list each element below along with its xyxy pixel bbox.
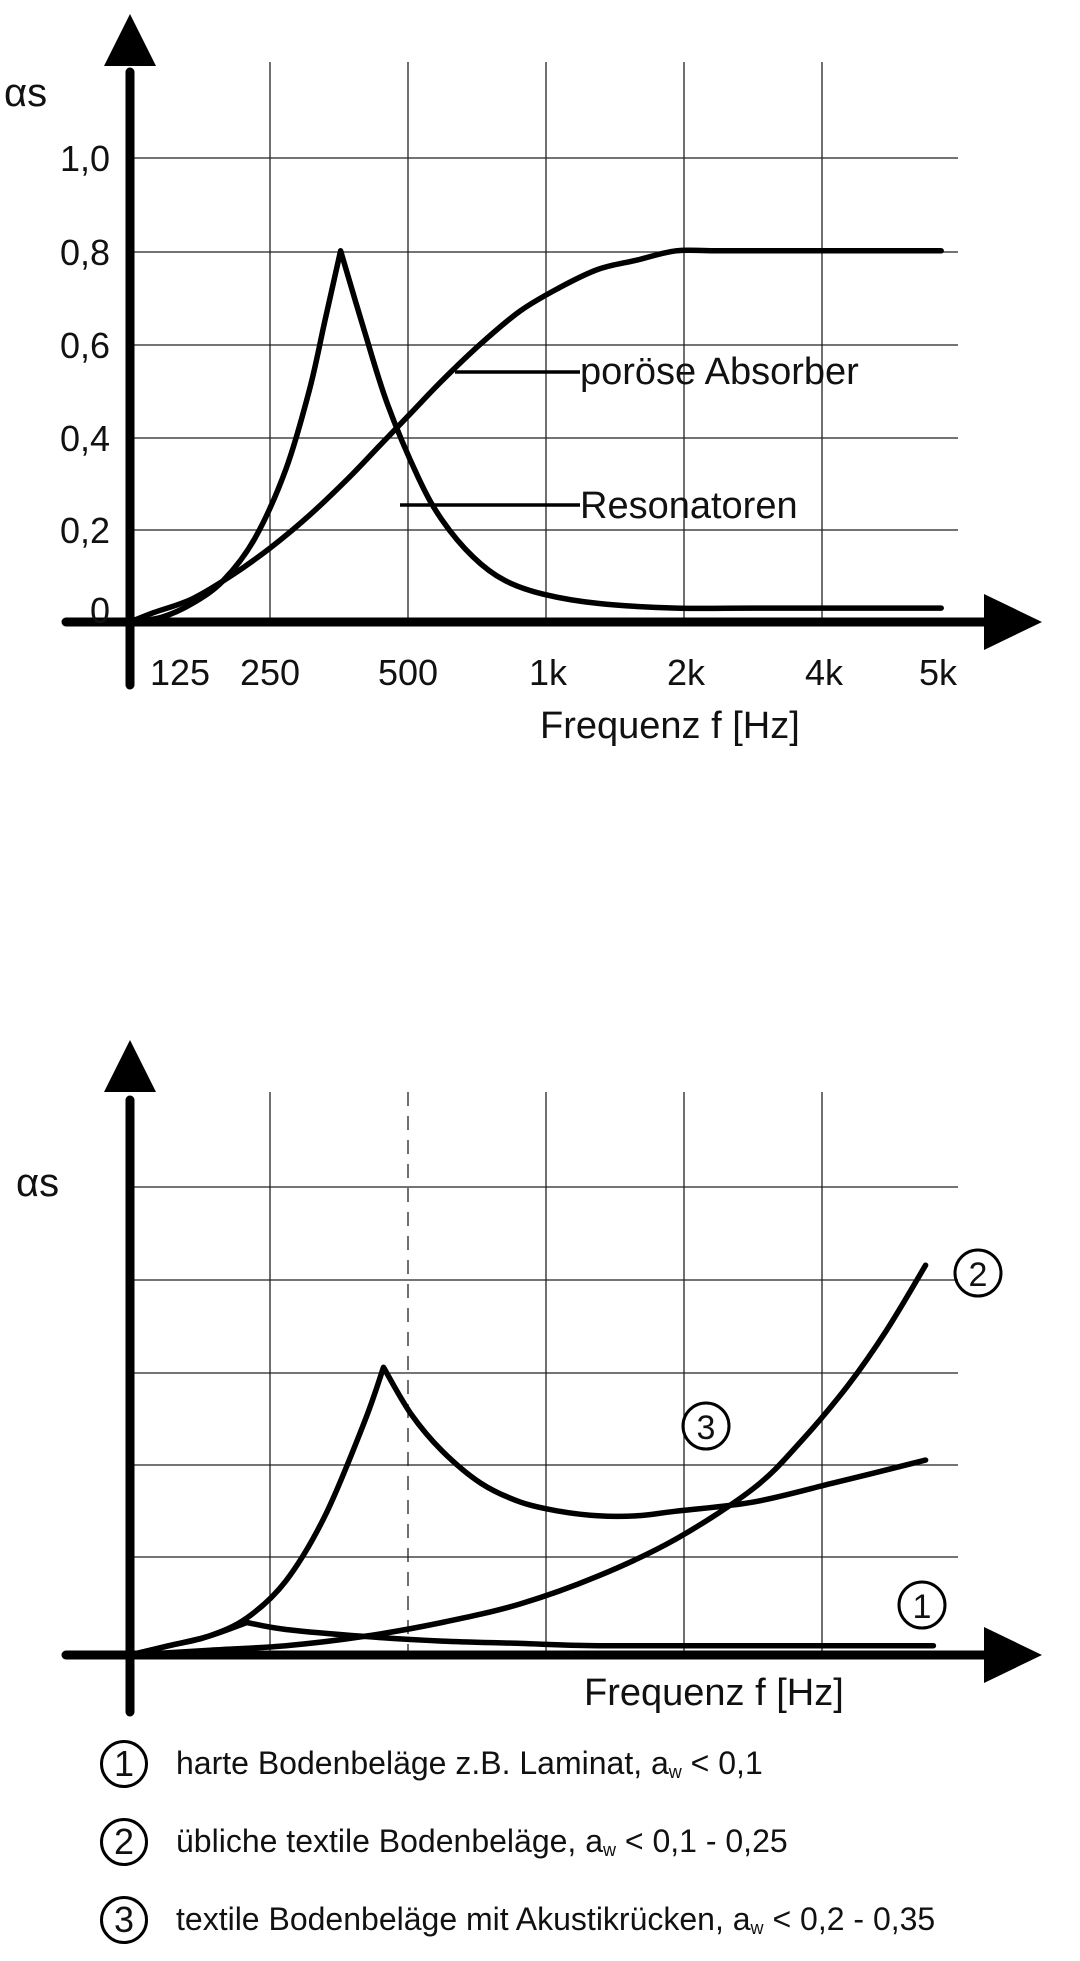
chart1-ytick: 0 [90,590,110,631]
chart1-xtick: 4k [805,652,844,693]
chart2-marker-3: 3 [697,1409,716,1447]
chart1-ytick: 0,8 [60,232,110,273]
chart1-series-resonatoren [127,248,944,625]
chart1-xtick: 1k [529,652,568,693]
chart1-ytick: 0,4 [60,418,110,459]
chart1-xtick: 500 [378,652,438,693]
chart2-marker-1-circle [897,1580,947,1630]
legend-item: 2 übliche textile Bodenbeläge, aw < 0,1 … [100,1803,1060,1881]
legend-number: 1 [100,1740,148,1788]
legend-item: 3 textile Bodenbeläge mit Akustikrücken,… [100,1881,1060,1959]
chart2-xlabel: Frequenz f [Hz] [584,1672,844,1714]
chart1-annotation: Resonatoren [580,485,798,527]
chart1-ylabel: αs [4,71,47,115]
legend-text: harte Bodenbeläge z.B. Laminat, aw < 0,1 [176,1745,763,1782]
chart2-marker-2-circle [953,1248,1003,1298]
chart2-marker-2: 2 [969,1256,988,1294]
chart2-marker-1: 1 [913,1588,932,1626]
legend-text: textile Bodenbeläge mit Akustikrücken, a… [176,1901,936,1938]
chart1-xtick: 2k [667,652,706,693]
chart1-y-arrow-icon [104,14,156,66]
chart1-ytick: 1,0 [60,138,110,179]
chart1-xtick: 5k [919,652,958,693]
chart2-x-arrow-icon [984,1627,1042,1683]
legend-number: 3 [100,1896,148,1944]
legend-number: 2 [100,1818,148,1866]
chart2-marker-3-circle [681,1401,731,1451]
legend: 1 harte Bodenbeläge z.B. Laminat, aw < 0… [100,1725,1060,1959]
legend-item: 1 harte Bodenbeläge z.B. Laminat, aw < 0… [100,1725,1060,1803]
legend-text: übliche textile Bodenbeläge, aw < 0,1 - … [176,1823,788,1860]
chart1-annotation: poröse Absorber [580,351,859,393]
chart1-grid [130,62,958,622]
chart1-x-arrow-icon [984,594,1042,650]
chart1-xlabel: Frequenz f [Hz] [540,705,800,747]
chart1-ytick: 0,6 [60,325,110,366]
chart1-xtick: 250 [240,652,300,693]
chart1-ytick: 0,2 [60,510,110,551]
chart2-series-3 [127,1364,929,1658]
chart2-grid [130,1092,958,1655]
chart2-y-arrow-icon [104,1040,156,1092]
chart2-ylabel: αs [16,1161,59,1205]
chart2-series-2 [127,1262,929,1658]
chart1-xtick: 125 [150,652,210,693]
chart1-series-porose-absorber [127,247,944,625]
